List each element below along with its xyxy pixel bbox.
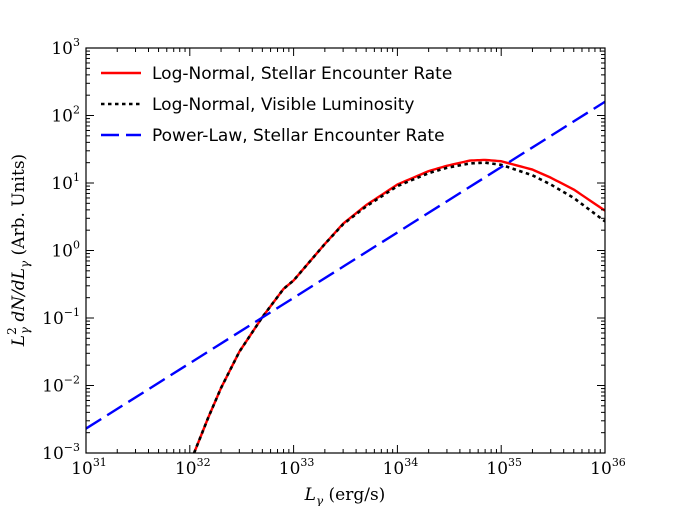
legend: Log-Normal, Stellar Encounter Rate Log-No… — [101, 64, 452, 146]
x-tick-label: 1034 — [383, 456, 419, 479]
x-axis-label: Lγ (erg/s) — [304, 485, 386, 506]
y-tick-label: 101 — [51, 171, 80, 194]
x-tick-label: 1036 — [590, 456, 626, 479]
y-tick-label: 102 — [51, 104, 80, 127]
x-tick-label: 1033 — [279, 456, 315, 479]
legend-label-3: Power-Law, Stellar Encounter Rate — [152, 126, 445, 146]
x-tick-label: 1031 — [71, 456, 107, 479]
series-line-3 — [86, 100, 605, 430]
series-line-2 — [192, 161, 605, 453]
y-tick-label: 10−1 — [42, 306, 80, 329]
legend-label-2: Log-Normal, Visible Luminosity — [152, 95, 414, 115]
y-tick-label: 103 — [51, 36, 80, 59]
y-tick-label: 10−3 — [42, 441, 80, 464]
legend-label-1: Log-Normal, Stellar Encounter Rate — [152, 64, 452, 84]
x-tick-label: 1032 — [175, 456, 211, 479]
series-line-1 — [192, 158, 605, 453]
y-tick-label: 10−2 — [42, 374, 80, 397]
x-tick-label: 1035 — [486, 456, 522, 479]
series-layer — [86, 100, 605, 453]
y-tick-label: 100 — [51, 239, 80, 262]
y-axis-label: L2γ dN/dLγ (Arb. Units) — [5, 154, 32, 347]
ticks-layer: 1031 1032 1033 1034 1035 1036 10−3 10−2 10−1 100 1… — [42, 36, 626, 479]
